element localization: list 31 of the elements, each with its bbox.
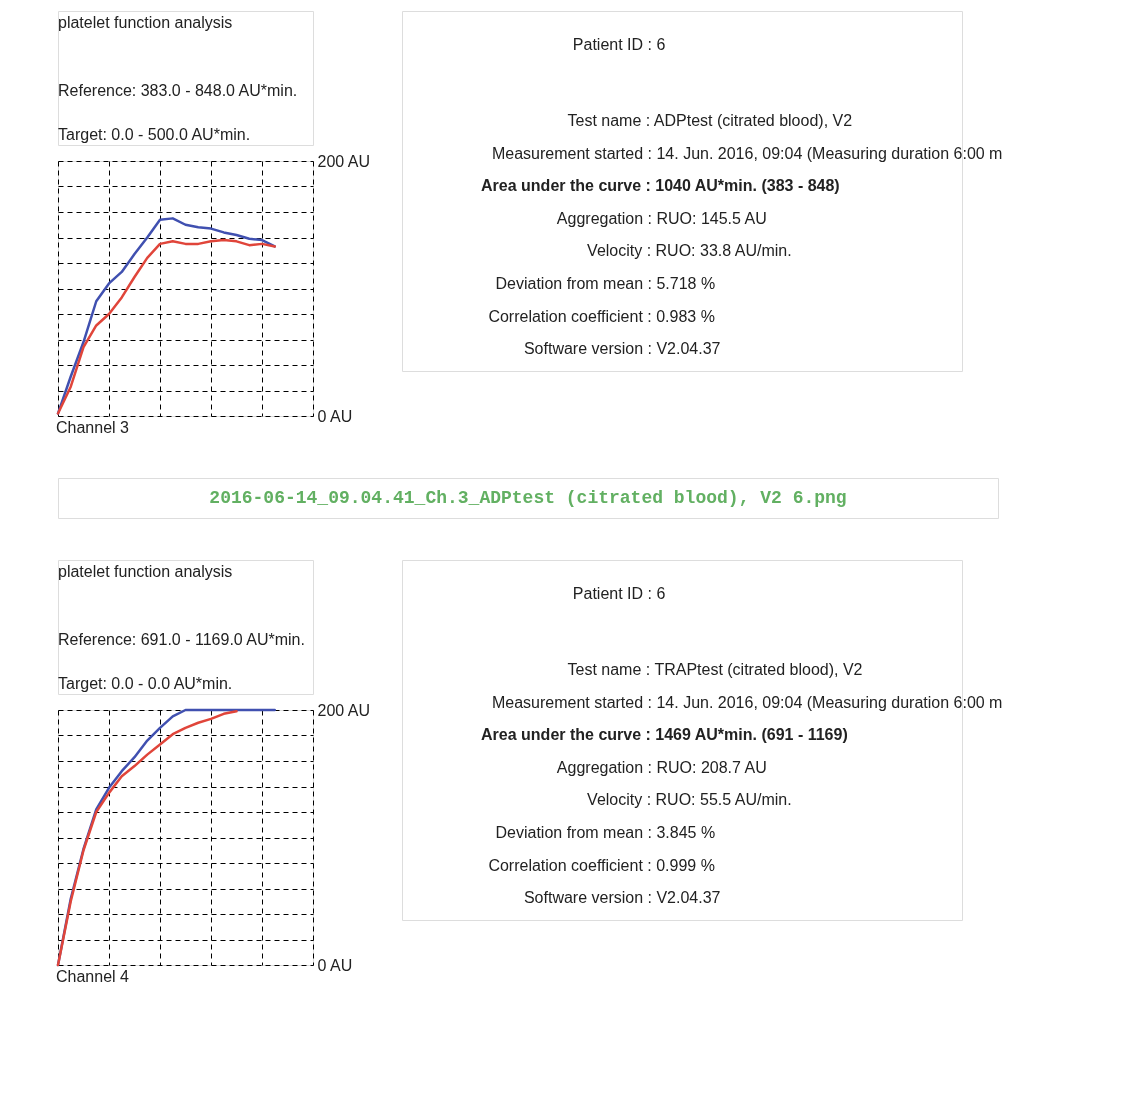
text: Patient ID : 6: [572, 585, 666, 602]
text: Area under the curve : 1469 AU*min. (691 - 1169): [481, 726, 848, 744]
text: Target: 0.0 - 500.0 AU*min.: [58, 126, 251, 143]
text: Test name : TRAPtest (citrated blood), V2: [567, 661, 863, 678]
text: Velocity : RUO: 33.8 AU/min.: [587, 242, 792, 260]
text: platelet function analysis: [58, 563, 233, 580]
text: Velocity : RUO: 55.5 AU/min.: [587, 791, 792, 809]
text: Correlation coefficient : 0.999 %: [488, 856, 715, 874]
text: 2016-06-14_09.04.41_Ch.3_ADPtest (citrated blood), V2 6.png: [209, 488, 847, 508]
text: Patient ID : 6: [572, 36, 666, 53]
text: Reference: 691.0 - 1169.0 AU*min.: [58, 631, 305, 648]
text: Reference: 383.0 - 848.0 AU*min.: [58, 82, 298, 99]
text: Measurement started : 14. Jun. 2016, 09:04 (Measuring duration 6:00 m: [491, 144, 1003, 162]
y-tick-label: 0 AU: [317, 956, 353, 974]
y-tick-label: 200 AU: [317, 152, 370, 170]
text: Correlation coefficient : 0.983 %: [488, 307, 715, 325]
text: Test name : ADPtest (citrated blood), V2: [567, 112, 853, 129]
text: platelet function analysis: [58, 14, 233, 31]
y-tick-label: 0 AU: [317, 407, 353, 425]
text: Deviation from mean : 3.845 %: [495, 824, 716, 841]
y-tick-label: 200 AU: [317, 701, 370, 719]
text: Software version : V2.04.37: [523, 889, 721, 907]
text: Aggregation : RUO: 208.7 AU: [556, 758, 767, 776]
text: Software version : V2.04.37: [523, 340, 721, 358]
text: Deviation from mean : 5.718 %: [495, 275, 716, 292]
text: Area under the curve : 1040 AU*min. (383 - 848): [481, 177, 840, 195]
text: Channel 3: [56, 419, 130, 436]
text: Aggregation : RUO: 145.5 AU: [556, 209, 767, 227]
text: Target: 0.0 - 0.0 AU*min.: [58, 675, 233, 692]
text: Channel 4: [56, 968, 130, 985]
text: Measurement started : 14. Jun. 2016, 09:04 (Measuring duration 6:00 m: [491, 693, 1003, 711]
